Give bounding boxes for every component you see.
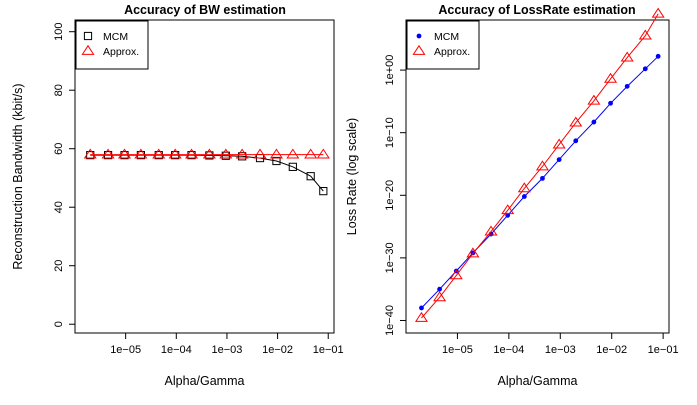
data-point	[117, 148, 132, 159]
y-axis-label: Loss Rate (log scale)	[345, 118, 359, 235]
y-tick-label: 1e−30	[384, 242, 396, 273]
legend-marker	[81, 44, 95, 55]
data-point	[569, 116, 583, 127]
data-point	[638, 29, 652, 40]
y-tick-label: 60	[53, 143, 65, 155]
data-point	[101, 148, 115, 159]
data-point	[540, 175, 545, 181]
data-point	[501, 204, 515, 215]
data-point	[521, 194, 527, 199]
data-point	[552, 138, 566, 149]
data-point	[272, 156, 281, 166]
legend: MCM Approx.	[75, 20, 149, 70]
data-point	[604, 72, 618, 83]
x-tick-label: 1e−02	[596, 344, 627, 356]
data-point	[419, 305, 424, 311]
data-point	[83, 148, 97, 159]
chart-title: Accuracy of BW estimation	[124, 3, 286, 17]
data-point	[587, 94, 601, 105]
data-point	[624, 83, 630, 89]
legend-box	[75, 20, 149, 70]
chart-panel-2: Accuracy of LossRate estimation 1e−05 1e−0…	[345, 3, 679, 388]
y-tick-label: 20	[53, 260, 65, 272]
data-point	[235, 148, 249, 159]
data-point	[466, 247, 480, 258]
legend-label: Approx.	[103, 46, 139, 58]
data-point	[304, 148, 318, 159]
chart-title: Accuracy of LossRate estimation	[438, 3, 635, 17]
legend-label: Approx.	[434, 46, 470, 58]
data-point	[238, 152, 247, 161]
data-point	[319, 187, 328, 196]
data-point	[535, 160, 549, 171]
data-point	[306, 172, 315, 181]
data-point	[269, 148, 283, 159]
series-line	[421, 13, 659, 319]
y-axis-label: Reconstruction Bandwidth (kbit/s)	[11, 83, 25, 269]
x-tick-label: 1e−05	[110, 344, 141, 356]
data-point	[152, 148, 166, 159]
data-point	[655, 53, 661, 59]
x-tick-label: 1e−01	[648, 344, 679, 356]
legend-marker	[412, 44, 426, 55]
y-tick-label: 80	[53, 84, 65, 96]
x-tick-label: 1e−01	[313, 344, 344, 356]
x-axis-label: Alpha/Gamma	[165, 374, 245, 388]
data-point	[437, 286, 442, 292]
data-point	[517, 182, 531, 193]
y-tick-label: 1e−10	[384, 117, 396, 148]
series-mcm	[419, 53, 661, 311]
y-tick-label: 0	[53, 321, 65, 327]
data-point	[484, 225, 498, 236]
x-tick-label: 1e−04	[161, 344, 192, 356]
y-tick-label: 1e−40	[384, 305, 396, 336]
data-point	[253, 148, 267, 159]
data-point	[651, 7, 665, 18]
data-point	[556, 157, 562, 162]
x-tick-label: 1e−03	[211, 344, 242, 356]
plot-frame	[405, 19, 670, 334]
legend-label: MCM	[103, 31, 128, 43]
x-tick-label: 1e−04	[493, 344, 524, 356]
y-tick-label: 1e+00	[384, 55, 396, 86]
data-point	[591, 119, 597, 125]
legend-box	[406, 20, 480, 70]
series-approx	[414, 7, 665, 322]
y-tick-label: 40	[53, 201, 65, 213]
x-tick-label: 1e−05	[442, 344, 473, 356]
data-point	[185, 148, 199, 159]
legend: MCM Approx.	[406, 20, 480, 70]
y-tick-label: 100	[53, 23, 65, 41]
data-point	[608, 100, 613, 106]
data-point	[620, 51, 634, 62]
data-point	[316, 148, 330, 159]
series-approx	[83, 148, 330, 159]
legend-marker	[416, 33, 422, 39]
data-point	[219, 148, 233, 159]
data-point	[134, 148, 148, 159]
legend-marker	[83, 31, 93, 41]
data-point	[449, 269, 463, 280]
x-axis-label: Alpha/Gamma	[498, 374, 578, 388]
series-line	[90, 154, 324, 192]
data-point	[433, 291, 447, 302]
data-point	[168, 148, 182, 159]
data-point	[286, 148, 300, 159]
data-point	[414, 311, 429, 322]
data-point	[642, 66, 648, 72]
chart-panel-1: Accuracy of BW estimation 1e−05 1e−04 1e−03…	[11, 3, 344, 388]
data-point	[202, 148, 216, 159]
data-point	[573, 138, 579, 144]
x-tick-label: 1e−02	[262, 344, 293, 356]
plot-frame	[74, 19, 335, 334]
legend-label: MCM	[434, 31, 459, 43]
y-tick-label: 1e−20	[384, 180, 396, 211]
x-tick-label: 1e−03	[545, 344, 576, 356]
data-point	[288, 162, 297, 171]
